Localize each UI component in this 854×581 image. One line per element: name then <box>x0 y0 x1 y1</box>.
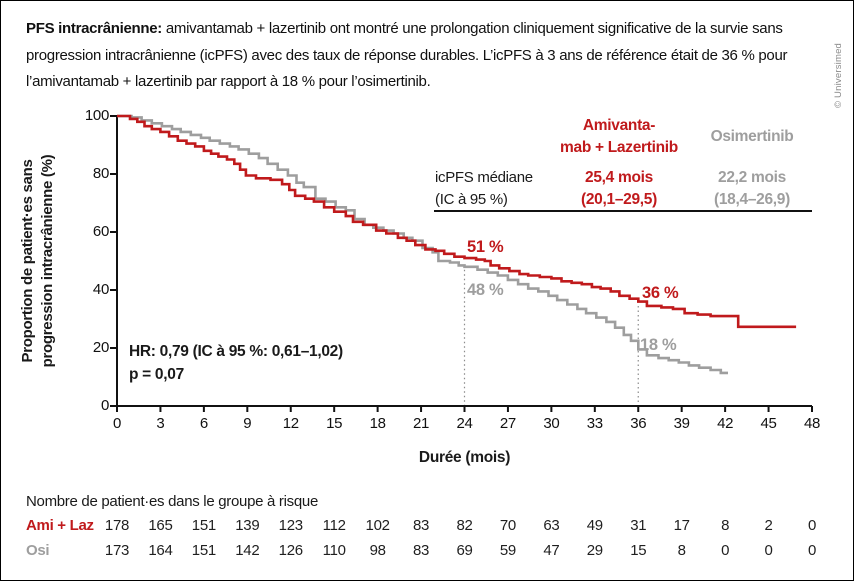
y-tick-label: 20 <box>92 339 109 356</box>
risk-count: 123 <box>278 517 303 534</box>
risk-count: 112 <box>322 517 346 534</box>
x-tick-label: 21 <box>413 415 430 432</box>
y-tick-label: 40 <box>92 281 109 298</box>
y-tick-label: 0 <box>100 397 109 414</box>
risk-count: 17 <box>673 517 690 534</box>
median-value-osimertinib-line1: 22,2 mois <box>718 169 786 186</box>
risk-count: 82 <box>456 517 473 534</box>
x-tick-label: 15 <box>326 415 343 432</box>
risk-count: 47 <box>543 542 560 559</box>
legend-amivantamab-line1: Amivanta- <box>582 117 656 134</box>
median-table-row-label-line2: (IC à 95 %) <box>435 191 508 208</box>
risk-count: 31 <box>630 517 647 534</box>
y-tick-label: 100 <box>84 107 109 124</box>
x-tick-label: 9 <box>243 415 252 432</box>
risk-count: 173 <box>104 542 130 559</box>
risk-count: 15 <box>630 542 647 559</box>
median-value-amivantamab-line1: 25,4 mois <box>585 169 653 186</box>
risk-count: 139 <box>235 517 260 534</box>
hazard-ratio-line: HR: 0,79 (IC à 95 %: 0,61–1,02) <box>129 343 343 360</box>
km-curve-osimertinib <box>117 114 728 375</box>
risk-count: 151 <box>191 517 216 534</box>
risk-count: 178 <box>104 517 130 534</box>
km-curve-amivantamab-lazertinib <box>117 114 797 329</box>
median-value-osimertinib-line2: (18,4–26,9) <box>714 191 790 208</box>
annotation-18pct: 18 % <box>640 336 677 354</box>
median-table-row-label: icPFS médiane (IC à 95 %) <box>435 167 533 211</box>
x-tick-label: 42 <box>717 415 734 432</box>
risk-count: 151 <box>191 542 216 559</box>
y-axis-title: Proportion de patient·es sans progressio… <box>18 100 60 422</box>
risk-count: 49 <box>586 517 603 534</box>
risk-count: 0 <box>721 542 730 559</box>
risk-count: 59 <box>499 542 516 559</box>
annotation-36pct: 36 % <box>642 284 679 302</box>
x-tick-label: 48 <box>803 415 821 432</box>
risk-count: 102 <box>365 517 390 534</box>
median-table-row-label-line1: icPFS médiane <box>435 169 533 186</box>
legend-osimertinib: Osimertinib <box>710 128 794 145</box>
y-tick-label: 60 <box>92 223 109 240</box>
y-axis-title-line2: progression intracrânienne (%) <box>39 154 56 368</box>
risk-table-title: Nombre de patient·es dans le groupe à ri… <box>26 493 318 510</box>
risk-count: 63 <box>543 517 560 534</box>
p-value-line: p = 0,07 <box>129 365 184 383</box>
x-tick-label: 12 <box>282 415 299 432</box>
median-value-osimertinib: 22,2 mois (18,4–26,9) <box>687 167 817 211</box>
legend-amivantamab-line2: mab + Lazertinib <box>560 139 678 156</box>
risk-count: 8 <box>721 517 730 534</box>
x-tick-label: 0 <box>112 415 122 432</box>
risk-count: 0 <box>807 542 817 559</box>
x-tick-label: 27 <box>499 415 516 432</box>
y-axis-title-line1: Proportion de patient·es sans <box>19 159 36 363</box>
x-tick-label: 24 <box>456 415 473 432</box>
risk-row-label-ami-laz: Ami + Laz <box>26 517 94 534</box>
x-tick-label: 45 <box>760 415 777 432</box>
x-tick-label: 18 <box>369 415 386 432</box>
x-tick-label: 6 <box>199 415 208 432</box>
risk-count: 164 <box>148 542 173 559</box>
annotation-51pct: 51 % <box>467 238 504 256</box>
x-tick-label: 33 <box>586 415 603 432</box>
risk-row-label-osi: Osi <box>26 542 50 559</box>
risk-count: 83 <box>413 542 430 559</box>
x-tick-label: 30 <box>543 415 560 432</box>
risk-count: 110 <box>322 542 346 559</box>
risk-count: 142 <box>235 542 260 559</box>
risk-count: 0 <box>807 517 817 534</box>
risk-count: 69 <box>456 542 473 559</box>
risk-count: 98 <box>369 542 386 559</box>
x-axis-title: Durée (mois) <box>418 449 511 466</box>
median-value-amivantamab: 25,4 mois (20,1–29,5) <box>544 167 694 211</box>
risk-count: 70 <box>499 517 516 534</box>
caption-lead: PFS intracrânienne: <box>26 20 163 37</box>
legend-amivantamab-lazertinib: Amivanta- mab + Lazertinib <box>544 115 694 159</box>
risk-count: 165 <box>148 517 173 534</box>
x-tick-label: 36 <box>630 415 647 432</box>
y-tick-label: 80 <box>92 165 109 182</box>
risk-count: 0 <box>764 542 773 559</box>
x-tick-label: 3 <box>156 415 165 432</box>
hazard-ratio-annotation: HR: 0,79 (IC à 95 %: 0,61–1,02) p = 0,07 <box>129 341 343 386</box>
figure-caption: PFS intracrânienne: amivantamab + lazert… <box>26 16 812 96</box>
median-table-underline <box>434 189 812 212</box>
risk-count: 2 <box>764 517 773 534</box>
annotation-48pct: 48 % <box>467 281 504 299</box>
x-tick-label: 39 <box>673 415 690 432</box>
risk-count: 29 <box>586 542 603 559</box>
risk-count: 83 <box>413 517 430 534</box>
risk-count: 126 <box>278 542 303 559</box>
median-value-amivantamab-line2: (20,1–29,5) <box>581 191 657 208</box>
risk-count: 8 <box>677 542 686 559</box>
caption-body: amivantamab + lazertinib ont montré une … <box>26 20 788 90</box>
